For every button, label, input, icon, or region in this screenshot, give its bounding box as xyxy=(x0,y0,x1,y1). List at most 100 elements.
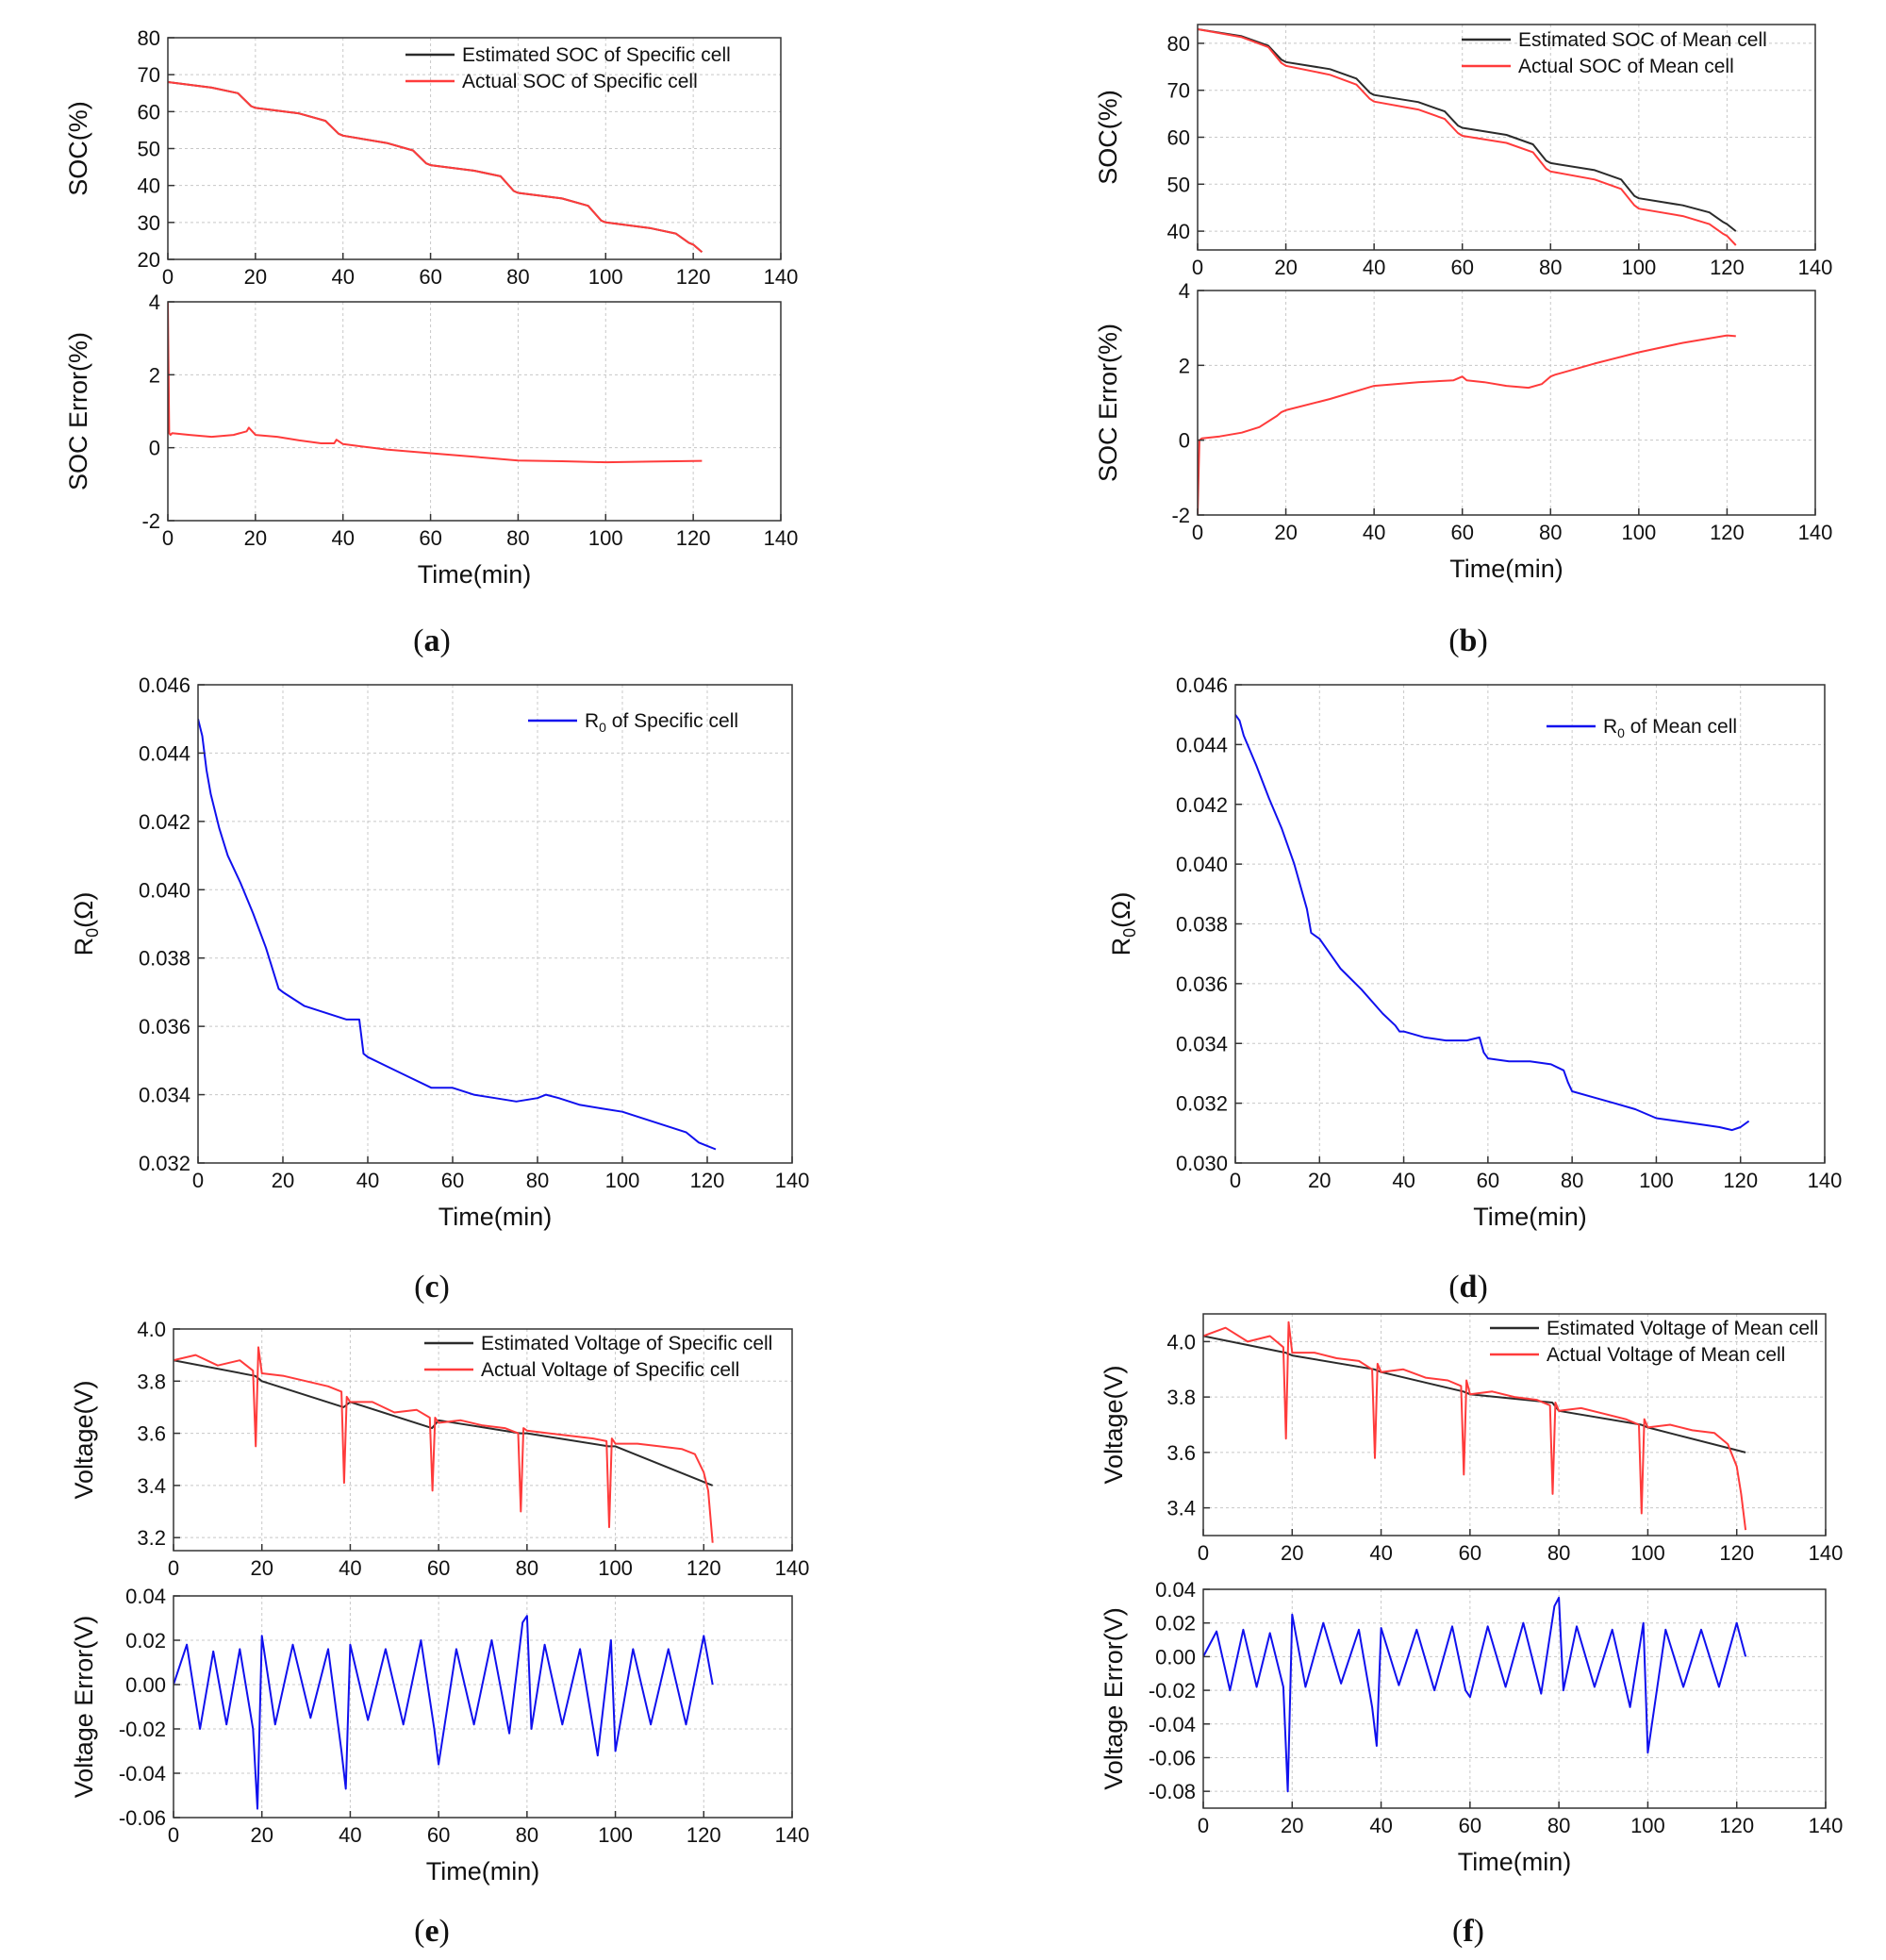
y-tick-label: 80 xyxy=(1167,32,1190,56)
legend-label: Estimated Voltage of Specific cell xyxy=(481,1333,772,1354)
x-axis-label: Time(min) xyxy=(1458,1848,1572,1876)
y-tick-label: 0.04 xyxy=(1155,1578,1196,1602)
chart-f-v: 0 20 40 60 80 100 120 140 3.4 3.6 3.8 4.0 Voltage(V)… xyxy=(1100,1313,1843,1565)
x-tick-label: 120 xyxy=(676,265,711,289)
y-tick-label: 2 xyxy=(1179,354,1190,377)
y-tick-label: 3.8 xyxy=(1166,1386,1196,1409)
x-tick-label: 100 xyxy=(605,1169,640,1192)
x-tick-label: 100 xyxy=(1630,1541,1665,1565)
x-tick-label: 120 xyxy=(1710,521,1745,544)
x-axis-label: Time(min) xyxy=(1473,1203,1587,1231)
y-tick-label: 0.02 xyxy=(125,1629,166,1653)
x-tick-label: 60 xyxy=(427,1823,450,1847)
y-tick-label: 50 xyxy=(138,138,160,161)
x-tick-label: 0 xyxy=(1192,521,1203,544)
plot-area xyxy=(1198,291,1815,515)
y-axis-label: SOC(%) xyxy=(64,101,92,196)
y-axis-label: Voltage(V) xyxy=(70,1380,98,1499)
x-tick-label: 100 xyxy=(1621,256,1656,279)
x-tick-label: 0 xyxy=(162,526,174,550)
x-tick-label: 20 xyxy=(250,1823,273,1847)
x-tick-label: 0 xyxy=(1198,1814,1209,1837)
y-axis-label: Voltage Error(V) xyxy=(70,1616,98,1799)
y-tick-label: 3.4 xyxy=(1166,1497,1196,1520)
y-axis-label: R0(Ω) xyxy=(70,892,102,956)
x-tick-label: 40 xyxy=(339,1556,361,1580)
legend-label: Estimated SOC of Specific cell xyxy=(462,44,731,66)
chart-f-err: 0 20 40 60 80 100 120 140 -0.08 -0.06 -0.04 -0.02 0.… xyxy=(1100,1578,1843,1876)
y-tick-label: 60 xyxy=(1167,126,1190,150)
x-axis-label: Time(min) xyxy=(438,1203,553,1231)
x-tick-label: 60 xyxy=(1459,1814,1481,1837)
y-tick-label: 3.8 xyxy=(137,1370,166,1393)
x-tick-label: 40 xyxy=(1363,521,1385,544)
chart-e-err: 0 20 40 60 80 100 120 140 -0.06 -0.04 -0.02 0.00 0.0… xyxy=(70,1585,809,1885)
plot-area xyxy=(174,1329,792,1551)
y-tick-label: 0.036 xyxy=(1176,972,1228,996)
panel-label-f: (f) xyxy=(1452,1914,1484,1949)
y-tick-label: 3.2 xyxy=(137,1526,166,1550)
y-tick-label: -2 xyxy=(1171,504,1190,527)
plot-area xyxy=(168,302,781,521)
x-tick-label: 140 xyxy=(1798,521,1833,544)
series-line-b-err-0 xyxy=(1198,334,1736,515)
legend: R0 of Mean cell xyxy=(1547,716,1737,740)
series-line-actual-soc-of-specific-cell xyxy=(168,81,703,253)
x-tick-label: 40 xyxy=(356,1169,379,1192)
y-tick-label: 3.4 xyxy=(137,1474,166,1498)
legend-label: Actual Voltage of Mean cell xyxy=(1547,1344,1785,1366)
x-axis-label: Time(min) xyxy=(426,1857,540,1885)
legend-label: Actual Voltage of Specific cell xyxy=(481,1359,739,1381)
legend-label: Actual SOC of Mean cell xyxy=(1518,56,1734,77)
x-tick-label: 140 xyxy=(775,1823,810,1847)
x-tick-label: 40 xyxy=(1369,1814,1392,1837)
x-tick-label: 20 xyxy=(272,1169,294,1192)
x-tick-label: 40 xyxy=(331,526,354,550)
plot-frame xyxy=(173,1595,793,1819)
chart-d-r0: 0 20 40 60 80 100 120 140 0.030 0.032 0.034 0.036 0.… xyxy=(1107,673,1842,1231)
y-tick-label: 60 xyxy=(138,100,160,124)
x-tick-label: 80 xyxy=(506,265,529,289)
y-axis-label: Voltage(V) xyxy=(1100,1365,1128,1484)
series-line-actual-voltage-of-specific-cell xyxy=(174,1346,714,1543)
x-tick-label: 0 xyxy=(168,1823,179,1847)
legend: R0 of Specific cell xyxy=(528,710,738,735)
y-tick-label: 0.032 xyxy=(139,1152,190,1175)
x-tick-label: 20 xyxy=(1308,1169,1331,1192)
chart-e-v: 0 20 40 60 80 100 120 140 3.2 3.4 3.6 3.8 4.0 Voltage… xyxy=(70,1318,809,1580)
y-axis-label: SOC Error(%) xyxy=(64,332,92,490)
y-axis-label: Voltage Error(V) xyxy=(1100,1607,1128,1790)
y-tick-label: 0 xyxy=(149,437,160,460)
y-tick-label: 70 xyxy=(1167,79,1190,103)
x-tick-label: 140 xyxy=(775,1169,810,1192)
x-tick-label: 80 xyxy=(506,526,529,550)
plot-frame xyxy=(197,684,793,1164)
x-tick-label: 40 xyxy=(339,1823,361,1847)
y-tick-label: -0.04 xyxy=(1149,1713,1196,1736)
y-tick-label: 0.00 xyxy=(1155,1645,1196,1669)
y-tick-label: 40 xyxy=(1167,220,1190,243)
plot-frame xyxy=(1202,1588,1827,1809)
x-tick-label: 140 xyxy=(1808,1169,1843,1192)
y-tick-label: 4.0 xyxy=(1166,1330,1196,1354)
x-tick-label: 120 xyxy=(1719,1814,1754,1837)
x-tick-label: 0 xyxy=(168,1556,179,1580)
legend: Estimated Voltage of Specific cell Actual… xyxy=(424,1333,772,1381)
x-tick-label: 140 xyxy=(764,526,799,550)
x-tick-label: 100 xyxy=(588,265,623,289)
series-line-a-err-0 xyxy=(168,302,703,464)
y-tick-label: 20 xyxy=(138,248,160,272)
plot-frame xyxy=(173,1328,793,1552)
y-tick-label: 4 xyxy=(149,291,160,314)
y-tick-label: 0.04 xyxy=(125,1585,166,1608)
x-tick-label: 100 xyxy=(598,1823,633,1847)
x-tick-label: 40 xyxy=(1369,1541,1392,1565)
y-tick-label: 4 xyxy=(1179,279,1190,303)
x-tick-label: 20 xyxy=(1274,256,1297,279)
y-tick-label: 0.046 xyxy=(139,673,190,697)
x-tick-label: 100 xyxy=(588,526,623,550)
y-tick-label: 80 xyxy=(138,26,160,50)
y-tick-label: 50 xyxy=(1167,173,1190,196)
